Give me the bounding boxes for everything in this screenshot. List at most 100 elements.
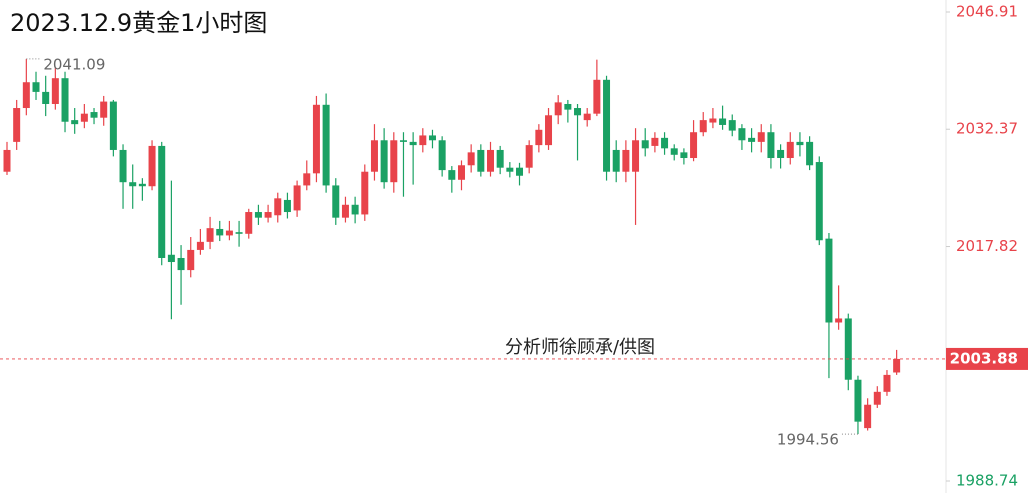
candle-body: [312, 104, 320, 174]
candle-body: [825, 238, 833, 323]
candle-body: [873, 391, 881, 405]
candle-body: [835, 318, 843, 323]
y-tick-label: 2017.82: [956, 237, 1018, 255]
candle-body: [767, 132, 775, 159]
candle-body: [235, 232, 243, 234]
candle-body: [428, 135, 436, 141]
y-tick-label: 2032.37: [956, 120, 1018, 138]
candle-body: [196, 241, 204, 250]
candle-body: [61, 78, 69, 122]
candle-body: [516, 167, 524, 176]
candle-body: [622, 149, 630, 172]
candle-body: [245, 212, 253, 234]
candle-body: [177, 257, 185, 271]
candle-body: [603, 79, 611, 172]
candle-body: [3, 149, 11, 172]
candle-body: [206, 228, 214, 242]
candle-body: [51, 78, 59, 104]
candle-body: [457, 165, 465, 180]
candle-body: [32, 82, 40, 92]
candle-body: [564, 103, 572, 110]
candle-body: [545, 115, 553, 146]
candle-body: [167, 254, 175, 263]
candle-body: [399, 140, 407, 142]
current-price-tag: [946, 347, 1028, 370]
candle-body: [225, 230, 233, 236]
candle-body: [467, 152, 475, 166]
candle-body: [641, 140, 649, 149]
candle-body: [806, 141, 814, 166]
candle-body: [187, 249, 195, 271]
y-tick-label: 2046.91: [956, 3, 1018, 21]
candle-body: [264, 212, 272, 218]
candle-body: [138, 183, 146, 187]
candle-body: [506, 167, 514, 172]
candle-body: [786, 141, 794, 159]
candle-body: [42, 91, 50, 104]
candle-body: [477, 149, 485, 172]
candle-body: [583, 113, 591, 121]
candle-body: [690, 132, 698, 159]
candle-body: [332, 185, 340, 218]
candle-body: [390, 140, 398, 183]
candle-body: [80, 113, 88, 122]
candle-body: [661, 137, 669, 149]
candle-body: [100, 101, 108, 118]
candle-body: [351, 204, 359, 215]
current-price-label: 2003.88: [950, 349, 1018, 367]
candle-body: [796, 141, 804, 146]
candle-body: [709, 118, 717, 123]
candle-body: [254, 212, 262, 218]
watermark: 分析师徐顾承/供图: [505, 337, 655, 358]
candle-body: [109, 101, 117, 150]
candle-body: [119, 149, 127, 183]
candle-body: [883, 374, 891, 392]
candle-body: [670, 148, 678, 155]
chart-title: 2023.12.9黄金1小时图: [10, 9, 267, 37]
candle-body: [341, 204, 349, 218]
candle-body: [748, 137, 756, 142]
candle-body: [22, 82, 30, 109]
candle-body: [71, 120, 79, 125]
candle-body: [380, 140, 388, 183]
candle-body: [777, 149, 785, 159]
candle-body: [361, 171, 369, 215]
candle-body: [448, 170, 456, 180]
candle-body: [129, 182, 137, 187]
candle-body: [293, 185, 301, 211]
candle-body: [844, 318, 852, 380]
candle-body: [274, 198, 282, 216]
candle-body: [322, 104, 330, 186]
candle-body: [554, 102, 562, 116]
candle-body: [864, 404, 872, 429]
candle-body: [496, 149, 504, 168]
candle-body: [409, 141, 417, 146]
candle-body: [283, 199, 291, 213]
candle-body: [815, 162, 823, 241]
candle-body: [738, 128, 746, 141]
candle-body: [303, 173, 311, 186]
candle-body: [216, 228, 224, 236]
candle-body: [854, 379, 862, 422]
candle-body: [651, 137, 659, 146]
candle-body: [148, 145, 156, 187]
candle-body: [438, 140, 446, 171]
candle-body: [612, 149, 620, 172]
candle-body: [535, 129, 543, 146]
candle-body: [13, 108, 21, 142]
candle-body: [757, 132, 765, 142]
candle-body: [158, 145, 166, 258]
high-label: 2041.09: [43, 55, 105, 73]
y-tick-label: 1988.74: [956, 472, 1018, 490]
candle-body: [632, 140, 640, 172]
candle-body: [893, 358, 901, 373]
candle-body: [525, 145, 533, 168]
candle-body: [593, 79, 601, 114]
candle-body: [419, 135, 427, 146]
candle-body: [370, 140, 378, 172]
candle-body: [574, 108, 582, 116]
candle-body: [719, 118, 727, 125]
candle-body: [90, 112, 98, 118]
